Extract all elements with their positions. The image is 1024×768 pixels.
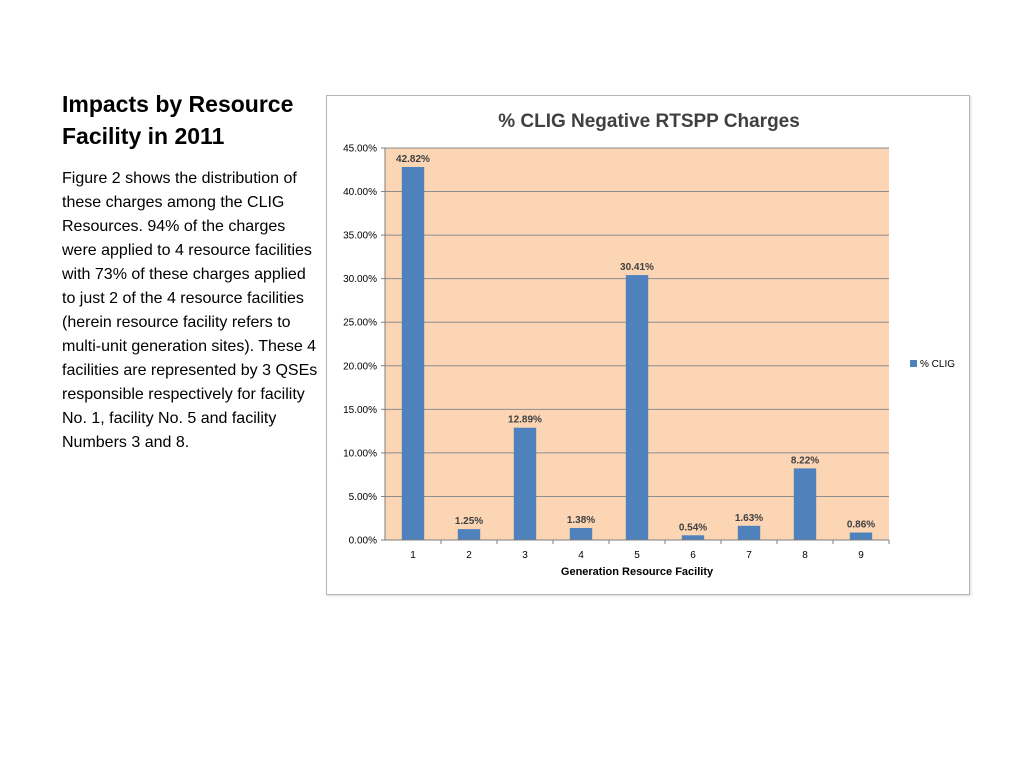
bar-chart: % CLIG Negative RTSPP Charges 42.82% 1.25… [343,111,955,578]
data-label: 1.38% [567,515,595,526]
data-label: 42.82% [396,154,430,165]
data-label: 0.86% [847,520,875,531]
y-tick-label: 0.00% [349,536,377,547]
data-label: 0.54% [679,522,707,533]
y-tick-label: 40.00% [343,187,377,198]
y-tick-label: 20.00% [343,361,377,372]
bar [569,527,593,540]
x-tick-label: 8 [802,550,808,561]
y-tick-label: 15.00% [343,405,377,416]
x-tick-label: 6 [690,550,696,561]
x-tick-label: 2 [466,550,472,561]
x-tick-label: 9 [858,550,864,561]
bar [513,427,537,540]
x-tick-label: 5 [634,550,640,561]
data-label: 12.89% [508,415,542,426]
bar [681,535,705,540]
x-axis-title: Generation Resource Facility [561,566,714,578]
data-labels: 42.82% 1.25% 12.89% 1.38% 30.41% 0.54% 1.63% 8.… [396,154,875,533]
bar [737,525,761,540]
chart-container: % CLIG Negative RTSPP Charges 42.82% 1.25… [326,95,970,595]
y-tick-label: 5.00% [349,492,377,503]
legend-swatch [910,360,917,367]
legend-label: % CLIG [920,359,955,370]
chart-title: % CLIG Negative RTSPP Charges [498,111,800,132]
data-label: 1.63% [735,513,763,524]
x-tick-label: 7 [746,550,752,561]
data-label: 30.41% [620,262,654,273]
bar [401,166,425,540]
legend: % CLIG [910,359,955,370]
x-tick-label: 4 [578,550,584,561]
data-label: 8.22% [791,455,819,466]
data-label: 1.25% [455,516,483,527]
y-tick-label: 25.00% [343,318,377,329]
bar [849,532,873,540]
axes: 0.00% 5.00% 10.00% 15.00% 20.00% 25.00% 30.00%… [343,144,890,561]
slide-body-text: Figure 2 shows the distribution of these… [62,170,318,451]
bars [401,166,873,540]
y-tick-label: 10.00% [343,448,377,459]
y-tick-label: 30.00% [343,274,377,285]
y-tick-label: 35.00% [343,231,377,242]
bar [625,275,649,540]
x-tick-label: 1 [410,550,416,561]
y-tick-label: 45.00% [343,144,377,155]
bar [793,468,817,540]
bar [457,529,481,540]
x-tick-label: 3 [522,550,528,561]
slide-title: Impacts by Resource Facility in 2011 [62,91,294,149]
